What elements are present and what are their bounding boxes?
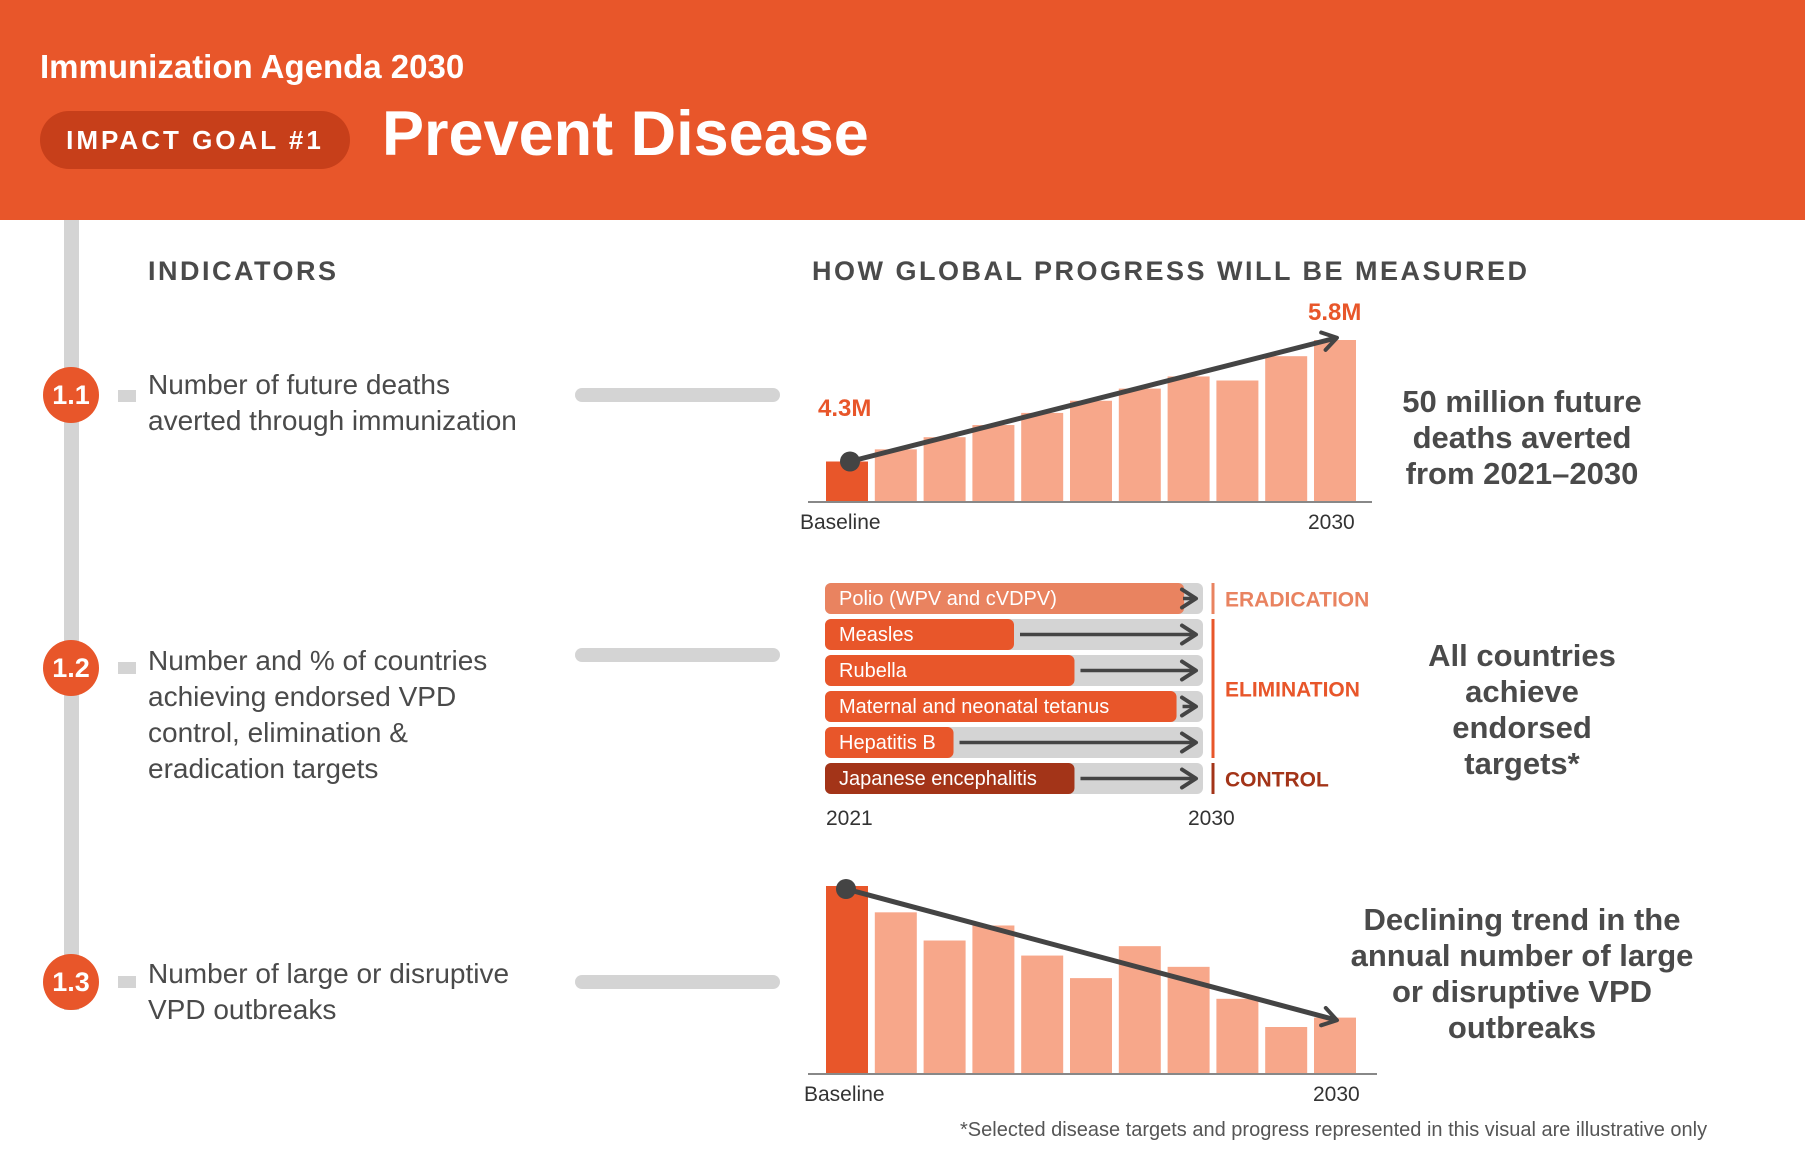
vpd-label-5: Japanese encephalitis (839, 768, 1037, 790)
header-banner: Immunization Agenda 2030 IMPACT GOAL #1 … (0, 0, 1805, 220)
chart1-bar-1 (874, 449, 917, 502)
vpd-label-0: Polio (WPV and cVDPV) (839, 588, 1057, 610)
target-text-3: Declining trend in the annual number of … (1350, 902, 1694, 1045)
impact-goal-badge: IMPACT GOAL #1 (40, 111, 350, 169)
vpd-label-4: Hepatitis B (839, 732, 936, 754)
vpd-label-3: Maternal and neonatal tetanus (839, 696, 1109, 718)
timeline-stub-3 (118, 976, 136, 988)
chart1-x-start-label: Baseline (800, 511, 881, 534)
goal-title: Prevent Disease (382, 99, 869, 169)
footnote: *Selected disease targets and progress r… (960, 1119, 1708, 1141)
chart1-x-end-label: 2030 (1308, 511, 1355, 534)
vpd-bar-5 (825, 763, 1075, 794)
target-text-2: All countries achieve endorsed targets* (1428, 638, 1616, 781)
vpd-group-elimination: ELIMINATION (1225, 679, 1360, 702)
chart3-bar-3 (972, 925, 1015, 1074)
agenda-title: Immunization Agenda 2030 (40, 48, 465, 85)
chart1-trend-arrow (849, 330, 1339, 464)
chart3-start-dot (836, 879, 856, 899)
chart1-bar-3 (972, 425, 1015, 502)
vpd-group-eradication: ERADICATION (1225, 589, 1369, 612)
chart3-x-start-label: Baseline (804, 1083, 885, 1106)
chart1-start-label: 4.3M (818, 395, 871, 422)
chart3-bar-9 (1265, 1027, 1308, 1074)
chart1-start-dot (840, 451, 860, 472)
chart1-bar-8 (1216, 380, 1259, 502)
chart3-x-end-label: 2030 (1313, 1083, 1360, 1106)
indicators-heading: INDICATORS (148, 256, 339, 286)
connector-bar-3 (575, 975, 780, 989)
chart3-bar-2 (923, 940, 966, 1074)
chart1-bar-10 (1314, 340, 1356, 502)
vpd-bar-2 (825, 655, 1075, 686)
indicator-badge-3: 1.3 (43, 954, 99, 1010)
chart1-bar-2 (923, 437, 966, 502)
vpd-label-1: Measles (839, 624, 913, 646)
connector-bar-1 (575, 388, 780, 402)
connector-bar-2 (575, 648, 780, 662)
vpd-bar-0 (825, 583, 1185, 614)
chart3-bar-0 (826, 886, 868, 1074)
chart3-bar-5 (1070, 978, 1112, 1074)
chart3-bar-4 (1021, 955, 1064, 1074)
vpd-x-start-label: 2021 (826, 807, 873, 830)
indicator-text-1: Number of future deaths averted through … (148, 369, 517, 436)
timeline-stub-2 (118, 662, 136, 674)
chart3-bar-1 (874, 912, 917, 1074)
chart1-bar-9 (1265, 356, 1308, 502)
chart1-bar-6 (1118, 388, 1161, 502)
vpd-group-control: CONTROL (1225, 769, 1329, 792)
vpd-bar-3 (825, 691, 1177, 722)
measured-heading: HOW GLOBAL PROGRESS WILL BE MEASURED (812, 256, 1530, 286)
chart1-bar-4 (1021, 412, 1064, 502)
chart1-end-label: 5.8M (1308, 299, 1361, 326)
chart1-bar-5 (1070, 400, 1112, 502)
indicator-badge-1: 1.1 (43, 367, 99, 423)
indicator-text-3: Number of large or disruptive VPD outbre… (148, 958, 510, 1025)
timeline-stub-1 (118, 390, 136, 402)
chart3-trend-arrow (845, 886, 1339, 1028)
vpd-bar-4 (825, 727, 954, 758)
vpd-label-2: Rubella (839, 660, 908, 682)
indicator-text-2: Number and % of countries achieving endo… (148, 645, 488, 784)
chart1-bar-7 (1167, 376, 1210, 502)
indicator-badge-2: 1.2 (43, 640, 99, 696)
target-text-1: 50 million future deaths averted from 20… (1402, 384, 1642, 491)
chart3-bar-8 (1216, 998, 1259, 1074)
vpd-x-end-label: 2030 (1188, 807, 1235, 830)
vpd-bar-1 (825, 619, 1014, 650)
chart3-bar-10 (1314, 1017, 1356, 1074)
